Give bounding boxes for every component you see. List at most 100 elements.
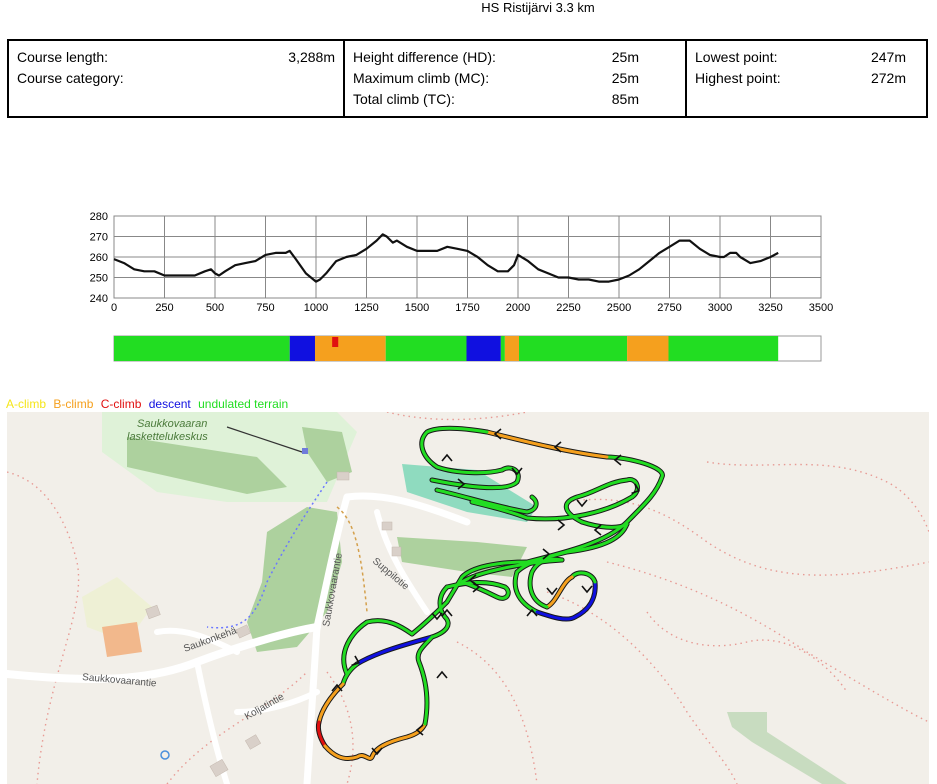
route-segment-undulated [470,495,634,521]
direction-arrow [511,467,523,476]
course-info-table: Course length: 3,288m Course category: He… [7,39,928,118]
direction-arrow [457,478,466,490]
direction-arrow [581,585,593,594]
y-tick-label: 280 [90,211,108,223]
y-tick-label: 240 [90,293,108,305]
roads [7,492,471,784]
climb-band-b_climb [504,336,520,361]
x-tick-label: 2500 [607,302,631,314]
legend-a-climb: A-climb [6,397,47,411]
forest-area [397,537,527,577]
y-tick-label: 250 [90,273,108,285]
climb-band-descent [289,336,315,361]
forest-patch [302,427,352,482]
direction-arrow [593,524,602,536]
course-length-value: 3,288m [288,49,335,65]
x-tick-label: 3250 [758,302,782,314]
route-segment-b_climb [317,682,345,724]
route-segment-undulated [342,619,414,676]
route-segment-descent [535,580,597,621]
x-tick-label: 3500 [809,302,833,314]
direction-arrow [576,499,588,508]
track [336,506,368,613]
total-climb-value: 85m [611,91,639,107]
max-climb-value: 25m [611,70,639,86]
direction-arrow [631,483,641,495]
climb-band-undulated [385,336,467,361]
route-segment-undulated [460,558,564,584]
course-category-label: Course category: [17,70,124,86]
route-segment-undulated [416,635,434,726]
direction-arrow [436,670,448,679]
direction-arrow [415,724,424,736]
route-segment-c_climb [316,720,327,748]
route-segment-undulated [435,488,538,514]
climb-band-b_climb [627,336,669,361]
course-map[interactable]: Saukkovaaran laskettelukeskus Suppilotie… [7,412,929,784]
direction-arrow [371,747,383,756]
elevation-profile-chart: 0 250 500 750 1000 1250 1500 1750 2000 2250 2500 27… [90,211,833,362]
x-tick-label: 2000 [506,302,530,314]
y-tick-label: 270 [90,232,108,244]
route-segment-b_climb [545,575,574,609]
x-tick-label: 500 [206,302,224,314]
x-tick-label: 1500 [405,302,429,314]
ski-lift [226,426,303,453]
max-climb-label: Maximum climb (MC): [353,70,490,86]
x-tick-label: 1000 [304,302,328,314]
length-box: Course length: 3,288m Course category: [7,39,345,118]
course-route[interactable] [315,425,665,762]
route-segment-undulated [410,560,529,636]
route-segment-undulated [570,571,597,584]
legend-c-climb: C-climb [100,397,142,411]
direction-arrow [553,441,562,453]
x-tick-label: 3000 [708,302,732,314]
route-segment-descent [355,635,434,666]
climb-box: Height difference (HD): 25m Maximum climb… [343,39,687,118]
altitude-box: Lowest point: 247m Highest point: 272m [685,39,928,118]
lowest-point-label: Lowest point: [695,49,778,65]
legend-undulated: undulated terrain [198,397,289,411]
direction-arrow [542,548,551,560]
direction-arrow [546,587,558,596]
x-tick-label: 1750 [455,302,479,314]
ski-centre-label-1: Saukkovaaran [137,418,207,430]
route-segment-undulated [525,455,664,564]
boundary-line [206,481,328,629]
climb-band-c_climb [332,337,339,347]
route-segment-undulated [564,478,639,524]
green-corridor [727,712,847,784]
poi-marker [160,750,170,760]
total-climb-label: Total climb (TC): [353,91,455,107]
height-diff-label: Height difference (HD): [353,49,496,65]
y-tick-label: 260 [90,252,108,264]
direction-arrow [441,453,453,462]
climb-band-undulated [500,336,505,361]
direction-arrow [472,581,481,593]
route-segment-undulated [341,662,359,686]
elevation-line [113,233,779,283]
route-segment-b_climb [485,430,609,459]
highest-point-value: 272m [870,70,906,86]
direction-arrow [441,608,453,617]
direction-arrows [331,428,641,756]
climb-legend: A-climb B-climb C-climb descent undulate… [6,397,292,411]
climb-band-undulated [519,336,628,361]
lift-station-marker [302,448,308,454]
route-segment-undulated [445,580,510,600]
direction-arrow [351,655,361,667]
buildings [145,471,402,778]
legend-descent: descent [148,397,191,411]
height-diff-value: 25m [611,49,639,65]
direction-arrow [613,454,622,466]
climb-band-undulated [668,336,779,361]
highest-point-label: Highest point: [695,70,781,86]
page-title: HS Ristijärvi 3.3 km [481,0,595,15]
x-tick-label: 1250 [354,302,378,314]
lowest-point-value: 247m [870,49,906,65]
direction-arrow [431,612,443,621]
x-tick-label: 0 [111,302,117,314]
route-segment-undulated [430,585,450,639]
route-segment-undulated [430,466,520,490]
ski-slope-forest [127,437,287,494]
